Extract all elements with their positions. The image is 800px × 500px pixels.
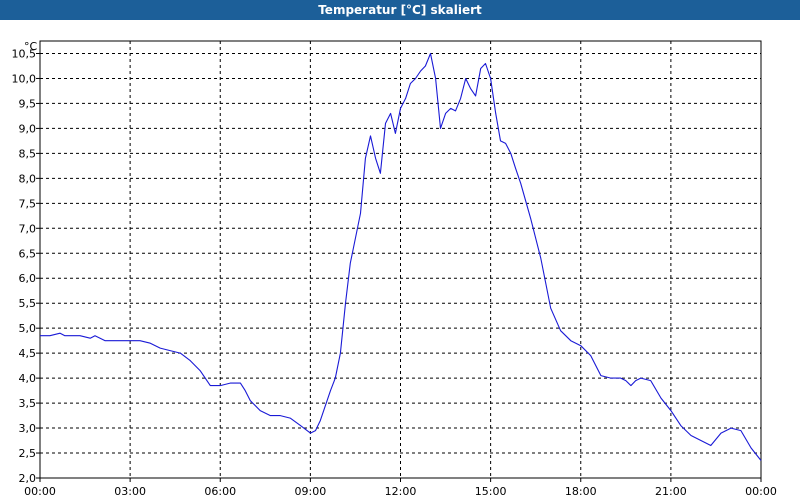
y-tick-label: 3,0: [19, 422, 37, 435]
y-tick-label: 7,0: [19, 222, 37, 235]
y-tick-label: 2,0: [19, 472, 37, 485]
y-tick-label: 5,5: [19, 297, 37, 310]
y-tick-label: 4,0: [19, 372, 37, 385]
y-tick-label: 10,0: [12, 72, 37, 85]
y-tick-label: 6,0: [19, 272, 37, 285]
x-tick-time-label: 18:00: [565, 485, 597, 498]
y-tick-label: 7,5: [19, 197, 37, 210]
y-tick-label: 3,5: [19, 397, 37, 410]
y-tick-label: 8,5: [19, 147, 37, 160]
y-tick-label: 5,0: [19, 322, 37, 335]
x-tick-time-label: 03:00: [114, 485, 146, 498]
y-tick-label: 2,5: [19, 447, 37, 460]
x-tick-time-label: 12:00: [385, 485, 417, 498]
x-axis: 00:0026.11.1503:0026.11.1506:0026.11.150…: [24, 478, 777, 498]
x-tick-time-label: 00:00: [24, 485, 56, 498]
x-tick-time-label: 15:00: [475, 485, 507, 498]
series-lines: [40, 52, 762, 461]
x-tick-time-label: 09:00: [295, 485, 327, 498]
grid-lines: [40, 41, 761, 479]
y-tick-label: 9,0: [19, 122, 37, 135]
x-tick-time-label: 21:00: [655, 485, 687, 498]
temperature-series-line: [40, 52, 762, 461]
temperature-chart: °C 2,0 2,5 3,0 3,5 4,0 4,5 5,0 5,5 6,0 6,5 7,0 7,5 8…: [12, 40, 777, 498]
y-unit-label: °C: [24, 40, 38, 53]
y-tick-label: 8,0: [19, 172, 37, 185]
chart-title: Temperatur [°C] skaliert: [0, 0, 800, 20]
y-tick-label: 9,5: [19, 97, 37, 110]
x-tick-time-label: 06:00: [204, 485, 236, 498]
y-tick-label: 4,5: [19, 347, 37, 360]
y-tick-label: 10,5: [12, 47, 37, 60]
y-axis: °C 2,0 2,5 3,0 3,5 4,0 4,5 5,0 5,5 6,0 6,5 7,0 7,5 8…: [12, 40, 40, 485]
y-tick-label: 6,5: [19, 247, 37, 260]
x-tick-time-label: 00:00: [745, 485, 777, 498]
